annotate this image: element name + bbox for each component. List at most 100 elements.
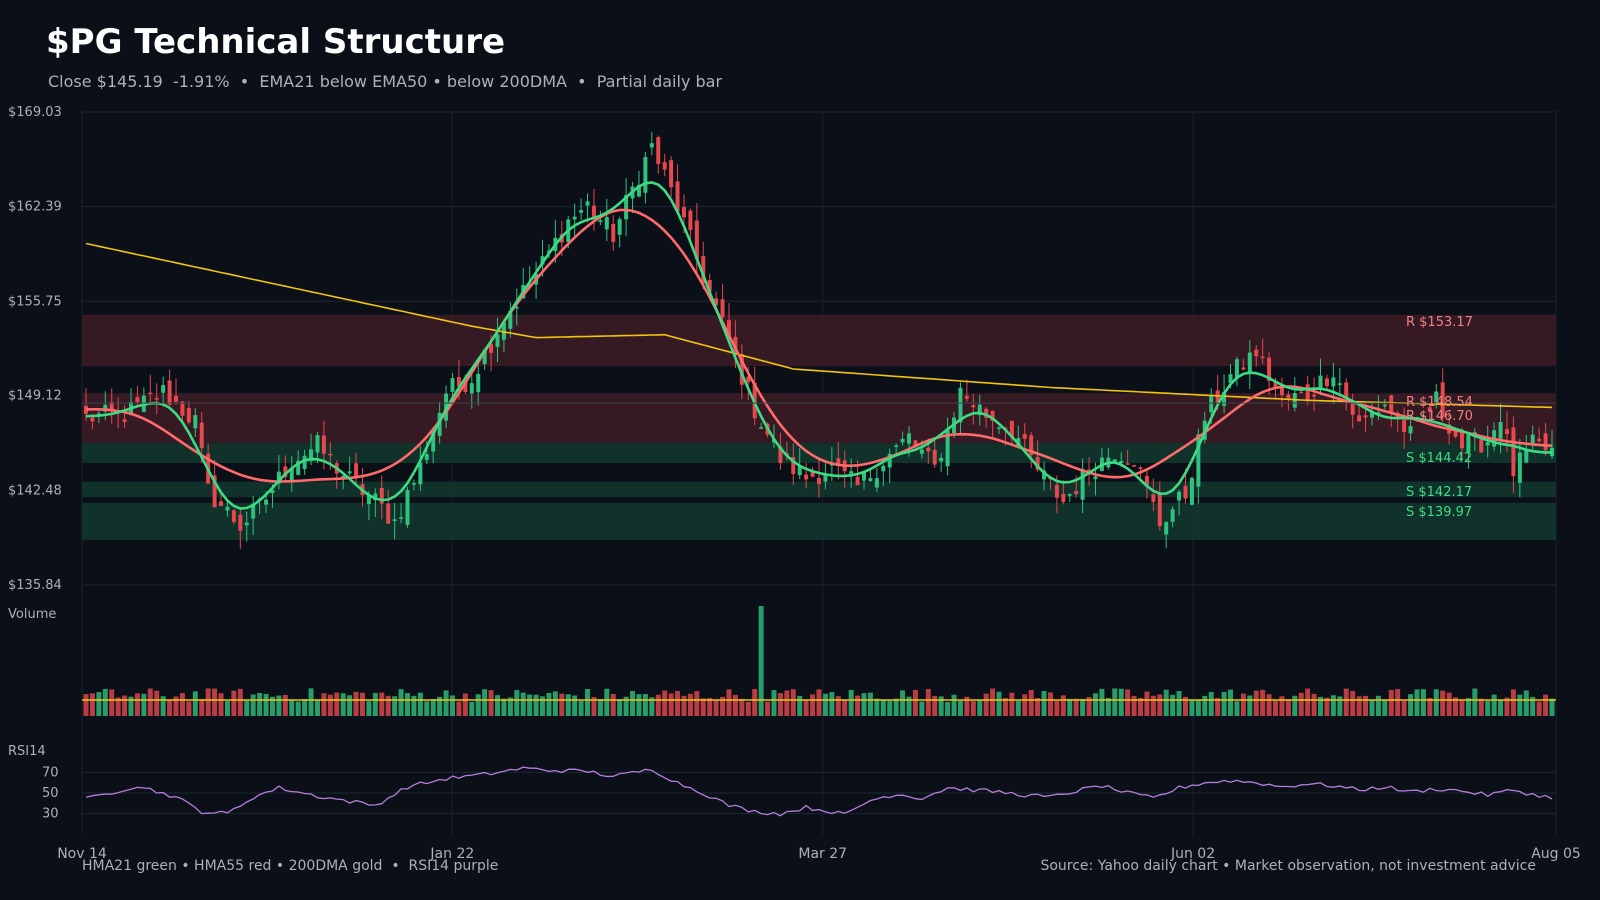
volume-bar [1125, 689, 1131, 716]
volume-bar [758, 606, 764, 716]
candle-body [399, 517, 404, 519]
volume-bar [938, 696, 944, 716]
candle-body [315, 435, 320, 453]
volume-bar [810, 694, 816, 716]
volume-bar [1131, 695, 1137, 716]
price-tick-label: $155.75 [8, 294, 62, 309]
volume-bar [816, 689, 822, 716]
volume-bar [154, 690, 160, 716]
candle-body [354, 463, 359, 478]
candle-body [238, 514, 243, 531]
volume-bar [430, 699, 436, 716]
candle-body [1093, 476, 1098, 480]
candle-body [264, 499, 269, 505]
volume-bar [655, 694, 661, 716]
candle-body [1222, 392, 1227, 406]
volume-bar [102, 688, 108, 716]
candle-body [1459, 432, 1464, 449]
candle-body [1132, 465, 1137, 467]
date-tick-label: Nov 14 [57, 846, 107, 862]
volume-bar [1491, 694, 1497, 716]
volume-bar [552, 691, 558, 716]
level-label: S $142.17 [1406, 485, 1472, 500]
candle-body [1151, 494, 1156, 502]
volume-bar [996, 691, 1002, 716]
candle-body [1286, 394, 1291, 399]
candle-body [1524, 449, 1529, 463]
volume-bar [771, 690, 777, 716]
candle-body [186, 408, 191, 423]
volume-bar [366, 701, 372, 716]
volume-bar [662, 690, 668, 716]
candle-body [919, 449, 924, 454]
candle-body [662, 162, 667, 170]
candle-body [617, 219, 622, 235]
candle-body [624, 195, 629, 220]
candle-body [122, 419, 127, 423]
volume-bar [957, 700, 963, 716]
candle-body [276, 471, 281, 484]
volume-bar [109, 689, 115, 716]
volume-bar [604, 688, 610, 716]
volume-bar [1221, 691, 1227, 716]
volume-bar [347, 695, 353, 716]
volume-bar [1279, 696, 1285, 716]
candle-body [932, 449, 937, 465]
volume-bar [1170, 694, 1176, 716]
volume-bar [829, 692, 835, 716]
candle-body [347, 471, 352, 474]
candle-body [1305, 384, 1310, 400]
candle-body [1537, 438, 1542, 442]
volume-bar [713, 700, 719, 716]
candle-body [1318, 375, 1323, 390]
date-tick-label: Aug 05 [1531, 846, 1581, 862]
candle-body [926, 447, 931, 452]
candle-body [231, 510, 236, 522]
candle-body [636, 184, 641, 197]
volume-bar [874, 698, 880, 716]
candle-body [714, 298, 719, 306]
candle-body [1042, 470, 1047, 480]
volume-bar [1253, 690, 1259, 716]
candle-body [469, 383, 474, 394]
volume-bar [578, 700, 584, 716]
candle-body [791, 457, 796, 475]
volume-bar [867, 692, 873, 716]
volume-bar [1041, 690, 1047, 716]
volume-bar [269, 696, 275, 716]
candle-body [1337, 383, 1342, 385]
volume-bar [520, 692, 526, 716]
candle-body [251, 503, 256, 519]
volume-bar [507, 697, 513, 716]
volume-bar [1183, 696, 1188, 716]
volume-bar [437, 696, 443, 716]
volume-bar [1189, 699, 1195, 716]
candle-body [1466, 434, 1471, 453]
volume-bar [842, 699, 848, 716]
candle-body [1369, 412, 1374, 418]
volume-bar [1163, 689, 1169, 716]
volume-bar [218, 693, 224, 716]
candle-body [971, 405, 976, 408]
candle-body [1363, 415, 1368, 418]
candle-body [174, 395, 179, 402]
volume-bar [462, 693, 468, 716]
candle-body [823, 474, 828, 482]
volume-bar [1459, 700, 1465, 716]
candle-body [392, 519, 397, 521]
candle-body [1125, 463, 1130, 465]
candle-body [1074, 491, 1079, 495]
candle-body [681, 207, 686, 218]
volume-bar [546, 692, 552, 716]
volume-bar [1401, 700, 1407, 716]
candle-body [958, 387, 963, 423]
candle-body [1009, 420, 1014, 438]
candle-body [199, 422, 204, 449]
candle-body [1344, 382, 1349, 399]
volume-bar [591, 697, 597, 716]
volume-bar [797, 695, 803, 716]
volume-bar [1440, 690, 1446, 716]
volume-bar [687, 693, 693, 716]
candle-body [1517, 452, 1522, 483]
volume-bar [1266, 694, 1272, 716]
